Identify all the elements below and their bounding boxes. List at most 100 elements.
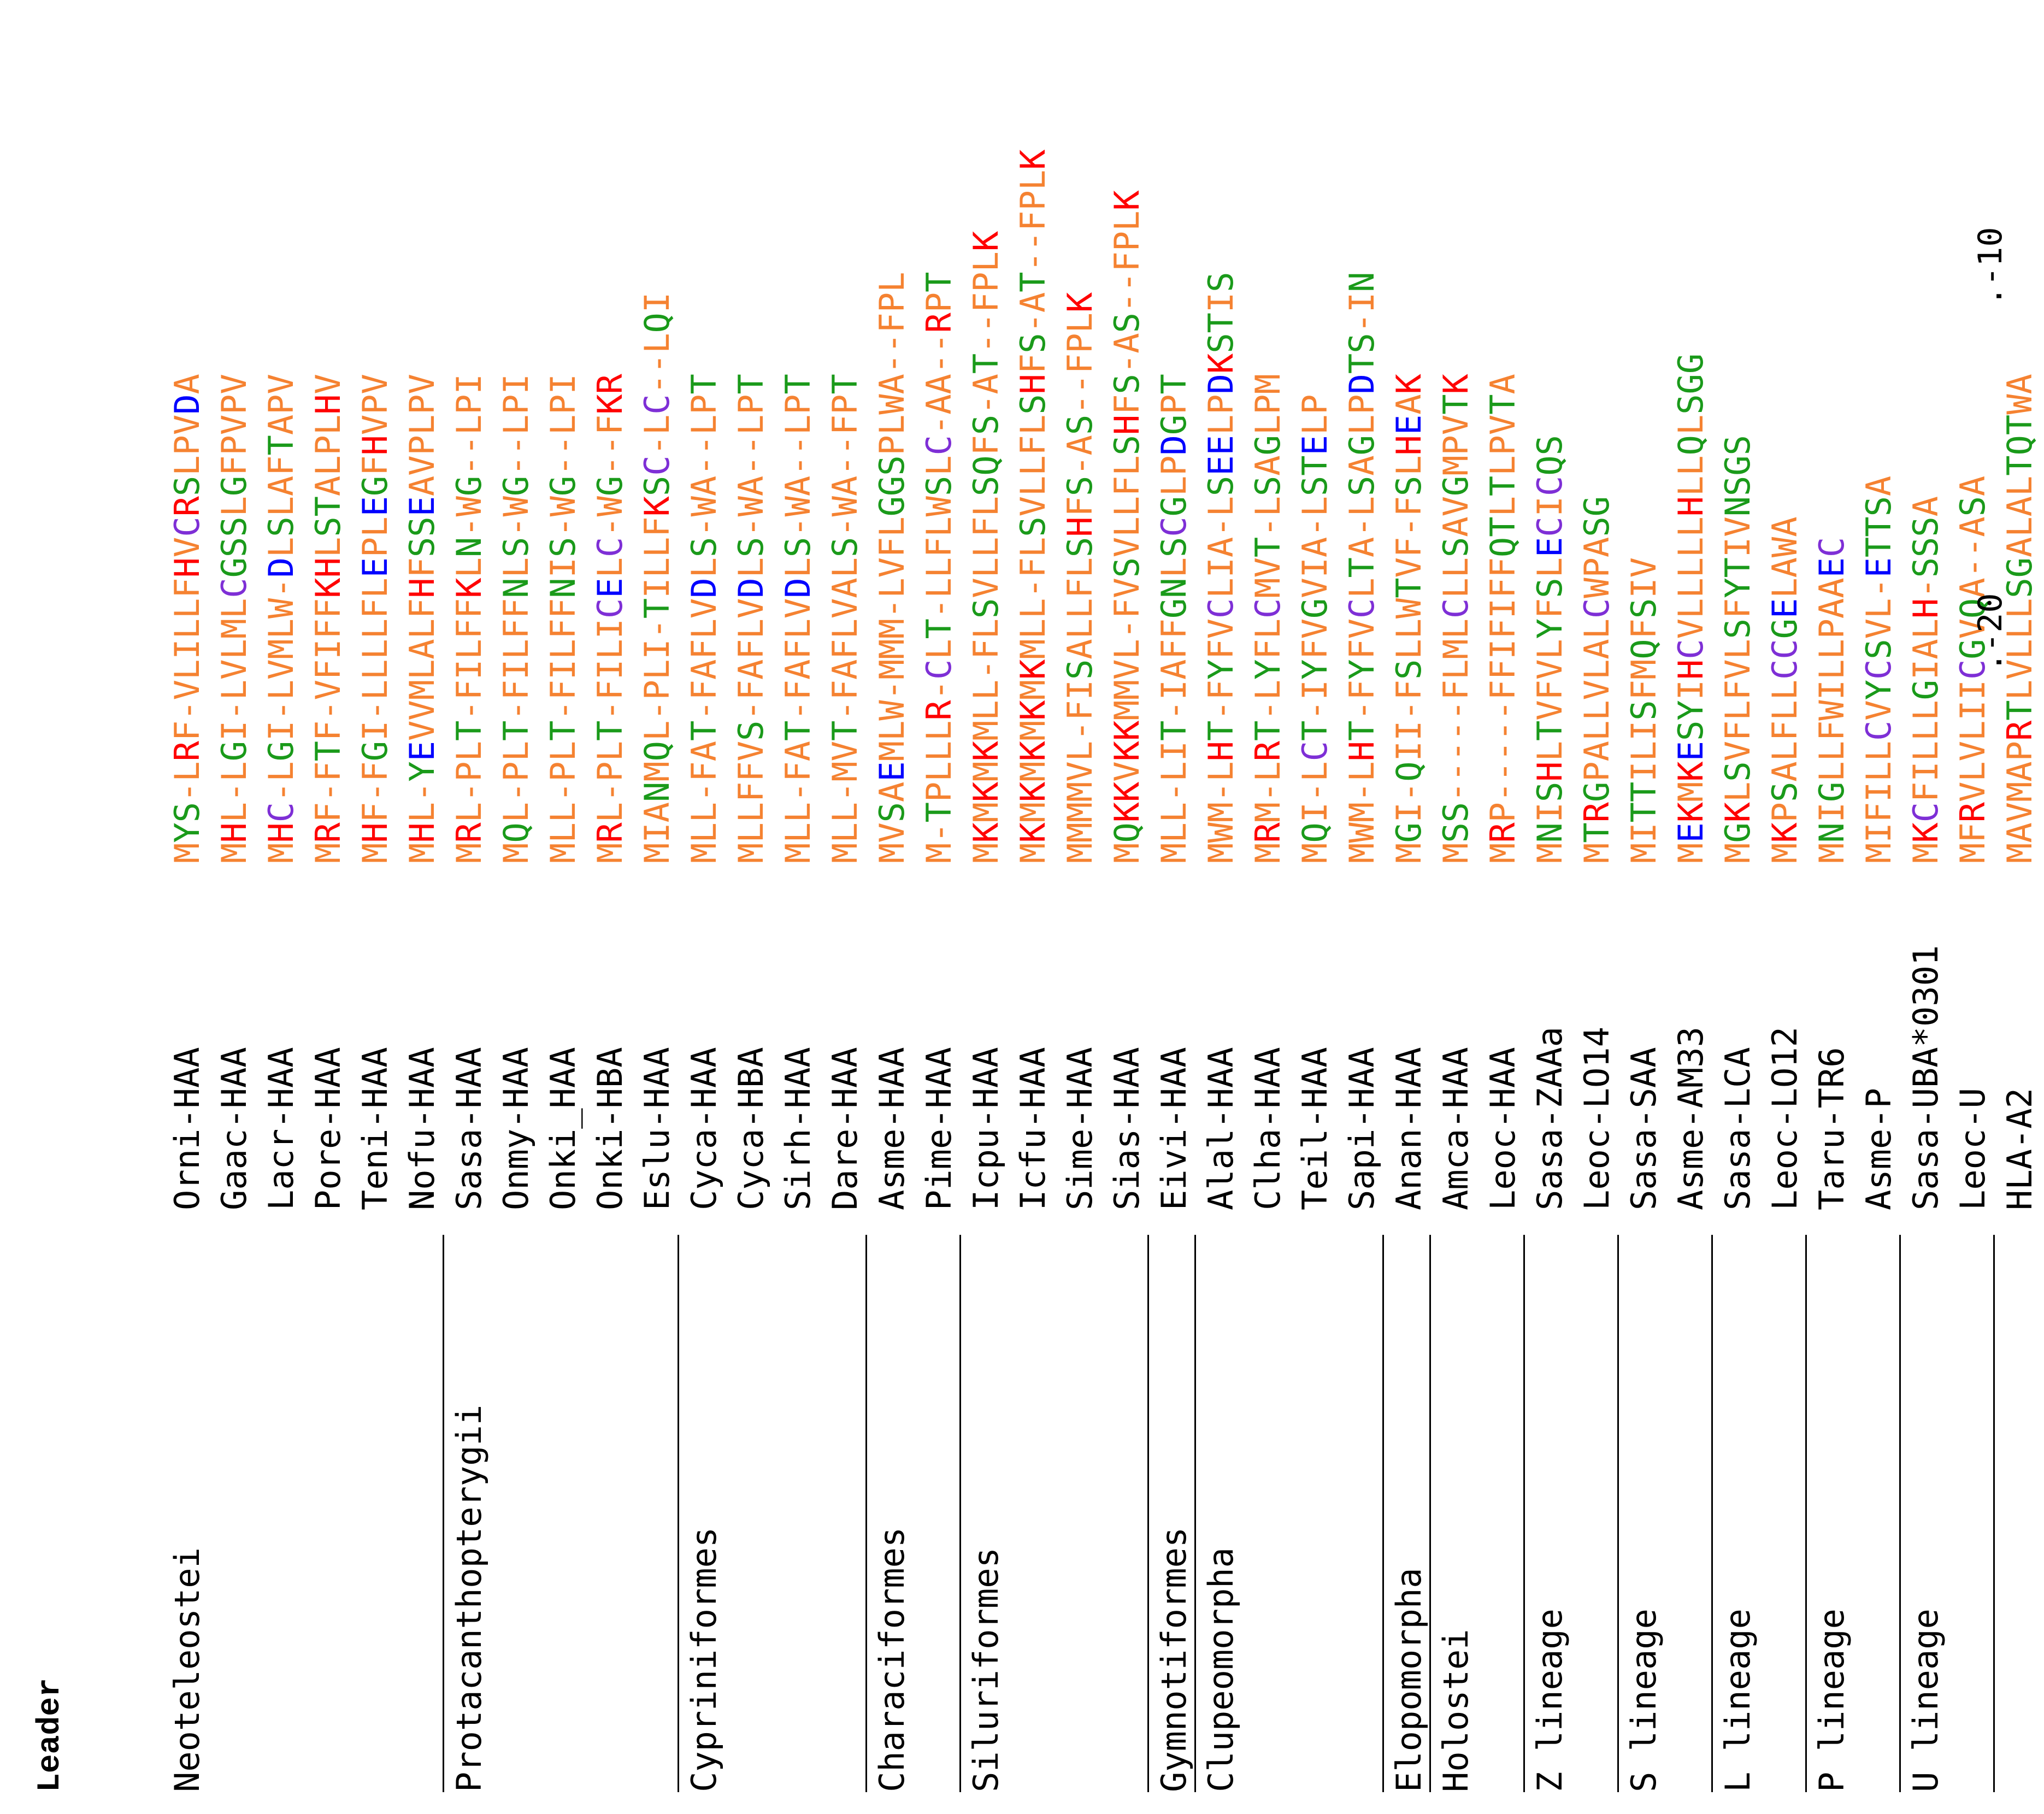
sequence-residues: MGI-QII-FSLLWTVF-FSLHEAK [1389,374,1429,863]
sequence-name: Sirh-HAA [778,1047,818,1210]
group-separator [1805,1235,1807,1792]
sequence-name: Cyca-HBA [731,1047,771,1210]
sequence-residues: MRL-PLT-FILICELC-WG--FKR [590,374,630,863]
sequence-name: Sasa-UBA*0301 [1906,945,1946,1210]
group-label: Holostei [1436,1629,1476,1792]
sequence-name: Sasa-SAA [1624,1047,1664,1210]
sequence-name: Teil-HAA [1295,1047,1335,1210]
sequence-name: HLA-A2 [2000,1088,2040,1210]
sequence-residues: MLL-MVT-FAFLVALS-WA--FPT [825,374,865,863]
sequence-name: Cyca-HAA [684,1047,724,1210]
group-label: Cypriniformes [684,1527,724,1792]
sequence-residues: MSS-----FLMLCLLSAVGMPVTK [1436,374,1476,863]
sequence-name: Dare-HAA [825,1047,865,1210]
group-label: Gymnotiformes [1154,1527,1194,1792]
axis-tick-minus-20: .-20 [1971,593,2010,673]
group-separator [443,1235,444,1792]
sequence-residues: MQI-LCT-IYFVGVIA-LSTELP [1295,394,1335,863]
sequence-name: Leoc-LO12 [1765,1027,1805,1210]
sequence-name: Asme-HAA [872,1047,912,1210]
group-separator [959,1235,961,1792]
sequence-residues: MRP-----FFIFIFFQTLTLPVTA [1483,374,1523,863]
sequence-residues: MLL-LIT-IAFFGNLSCGLPDGPT [1154,374,1194,863]
sequence-residues: MITTILISFMQFSIV [1624,557,1664,863]
sequence-name: Sasa-HAA [449,1047,489,1210]
sequence-residues: M-TPLLLR-CLT-LLFLWSLC-AA--RPT [919,272,959,863]
sequence-name: Icfu-HAA [1013,1047,1053,1210]
sequence-name: Sime-HAA [1060,1047,1100,1210]
group-separator [1429,1235,1431,1792]
group-label: U lineage [1906,1609,1946,1792]
sequence-name: Leoc-HAA [1483,1047,1523,1210]
group-separator [1382,1235,1384,1792]
sequence-name: Sapi-HAA [1342,1047,1382,1210]
sequence-residues: MTRGPALLVLALCWPASG [1577,496,1617,863]
group-separator [1899,1235,1901,1792]
sequence-name: Amca-HAA [1436,1047,1476,1210]
sequence-name: Eslu-HAA [637,1047,677,1210]
sequence-residues: MKMKMKMKMKMLL-FLSVLLFLSHFS-AT--FPLK [1013,149,1053,863]
sequence-residues: MWM-LHT-FYFVCLIA-LSEELPDKSTIS [1201,272,1241,863]
sequence-residues: MHF-FGI-LLLLFLEPLEGFHVPV [355,374,395,863]
group-label: Neoteleostei [167,1547,207,1792]
sequence-residues: MNISHLTVFVLYFSLECICQS [1530,435,1570,863]
sequence-name: Sias-HAA [1107,1047,1147,1210]
sequence-residues: MKCFILLLGIALH-SSSA [1906,496,1946,863]
sequence-residues: MVSAEMLW-MMM-LVFLGGSPLWA--FPL [872,272,912,863]
sequence-residues: MGKLSVFLFVLSFYTIVNSGS [1718,435,1758,863]
sequence-name: Lacr-HAA [261,1047,301,1210]
sequence-name: Taru-TR6 [1812,1047,1852,1210]
sequence-residues: MNIGLLFWILLPAAEC [1812,537,1852,863]
sequence-name: Onki-HBA [590,1047,630,1210]
group-separator [1147,1235,1149,1792]
group-label: L lineage [1718,1609,1758,1792]
sequence-residues: MRF-FTF-VFIFFKHLSTALPLHV [308,374,348,863]
axis-tick-minus-10: .-10 [1971,227,2010,307]
figure-title: Leader [33,1678,68,1792]
sequence-residues: MKPSALFLLCCGELAWA [1765,516,1805,863]
group-label: Z lineage [1530,1609,1570,1792]
sequence-name: Onki_HAA [543,1047,583,1210]
sequence-residues: MHL-YEVVMLALFHFSSEAVPLPV [402,374,442,863]
sequence-name: Gaac-HAA [214,1047,254,1210]
sequence-residues: MYS-LRF-VLILLFHVCRSLPVDA [167,374,207,863]
group-label: Protacanthopterygii [449,1404,489,1792]
sequence-residues: MQKKVKKMMVL-FVSVLLFLSHFS-AS--FPLK [1107,190,1147,863]
sequence-name: Anan-HAA [1389,1047,1429,1210]
sequence-name: Onmy-HAA [496,1047,536,1210]
sequence-residues: MLL-FAT-FAFLVDLS-WA--LPT [684,374,724,863]
sequence-name: Icpu-HAA [966,1047,1006,1210]
sequence-name: Asme-P [1859,1088,1899,1210]
sequence-residues: MRL-PLT-FILFFKLN-WG--LPI [449,374,489,863]
sequence-residues: MHL-LGI-LVLMLCGSSLGFPVPV [214,374,254,863]
sequence-name: Sasa-ZAAa [1530,1027,1570,1210]
group-separator [1523,1235,1525,1792]
sequence-residues: MWM-LHT-FYFVCLTA-LSAGLPDTS-IN [1342,272,1382,863]
group-label: P lineage [1812,1609,1852,1792]
group-separator [1711,1235,1713,1792]
sequence-residues: MLL-FAT-FAFLVDLS-WA--LPT [778,374,818,863]
sequence-name: Teni-HAA [355,1047,395,1210]
sequence-name: Leoc-LO14 [1577,1027,1617,1210]
sequence-residues: MEKMKESYIHCVLLLLLHLLQLSGG [1671,353,1711,863]
group-label: Siluriformes [966,1547,1006,1792]
sequence-residues: MKMKMKMLL-FLSVLLFLSQFS-AT--FPLK [966,231,1006,863]
group-separator [1194,1235,1196,1792]
group-separator [678,1235,679,1792]
group-separator [1617,1235,1619,1792]
position-axis: .-20 .-10 [1967,16,2014,673]
sequence-name: Sasa-LCA [1718,1047,1758,1210]
group-separator [865,1235,867,1792]
sequence-residues: MHC-LGI-LVMLW-DLSLAFTAPV [261,374,301,863]
sequence-residues: MMMMVL-FISALLFLSHFS-AS--FPLK [1060,292,1100,863]
sequence-residues: MLL-PLT-FILFFNIS-WG--LPI [543,374,583,863]
group-label: Characiformes [872,1527,912,1792]
sequence-residues: MRM-LRT-LYFLCMVT-LSAGLPM [1248,374,1288,863]
group-label: S lineage [1624,1609,1664,1792]
sequence-name: Eivi-HAA [1154,1047,1194,1210]
sequence-name: Asme-AM33 [1671,1027,1711,1210]
sequence-name: Pore-HAA [308,1047,348,1210]
sequence-residues: MLLFFVS-FAFLVDLS-WA--LPT [731,374,771,863]
group-label: Clupeomorpha [1201,1547,1241,1792]
